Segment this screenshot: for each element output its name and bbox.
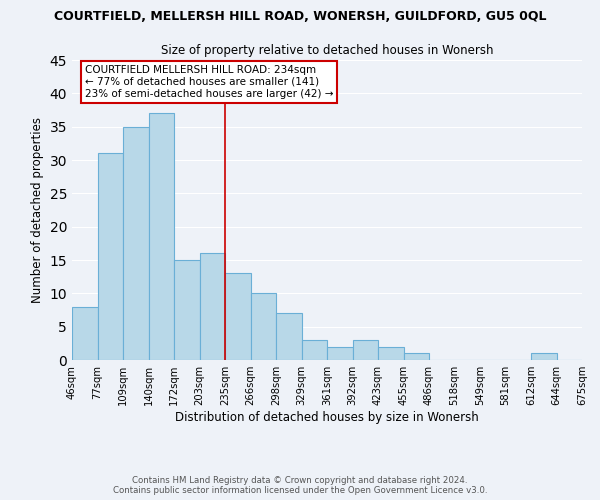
- X-axis label: Distribution of detached houses by size in Wonersh: Distribution of detached houses by size …: [175, 411, 479, 424]
- Text: COURTFIELD, MELLERSH HILL ROAD, WONERSH, GUILDFORD, GU5 0QL: COURTFIELD, MELLERSH HILL ROAD, WONERSH,…: [54, 10, 546, 23]
- Bar: [149, 114, 174, 360]
- Bar: [404, 354, 429, 360]
- Bar: [199, 254, 225, 360]
- Bar: [174, 260, 199, 360]
- Bar: [123, 126, 149, 360]
- Bar: [353, 340, 378, 360]
- Bar: [225, 274, 251, 360]
- Bar: [327, 346, 353, 360]
- Bar: [531, 354, 557, 360]
- Text: Contains HM Land Registry data © Crown copyright and database right 2024.
Contai: Contains HM Land Registry data © Crown c…: [113, 476, 487, 495]
- Bar: [276, 314, 302, 360]
- Title: Size of property relative to detached houses in Wonersh: Size of property relative to detached ho…: [161, 44, 493, 58]
- Bar: [251, 294, 276, 360]
- Bar: [72, 306, 97, 360]
- Bar: [97, 154, 123, 360]
- Y-axis label: Number of detached properties: Number of detached properties: [31, 117, 44, 303]
- Bar: [378, 346, 404, 360]
- Text: COURTFIELD MELLERSH HILL ROAD: 234sqm
← 77% of detached houses are smaller (141): COURTFIELD MELLERSH HILL ROAD: 234sqm ← …: [85, 66, 333, 98]
- Bar: [302, 340, 327, 360]
